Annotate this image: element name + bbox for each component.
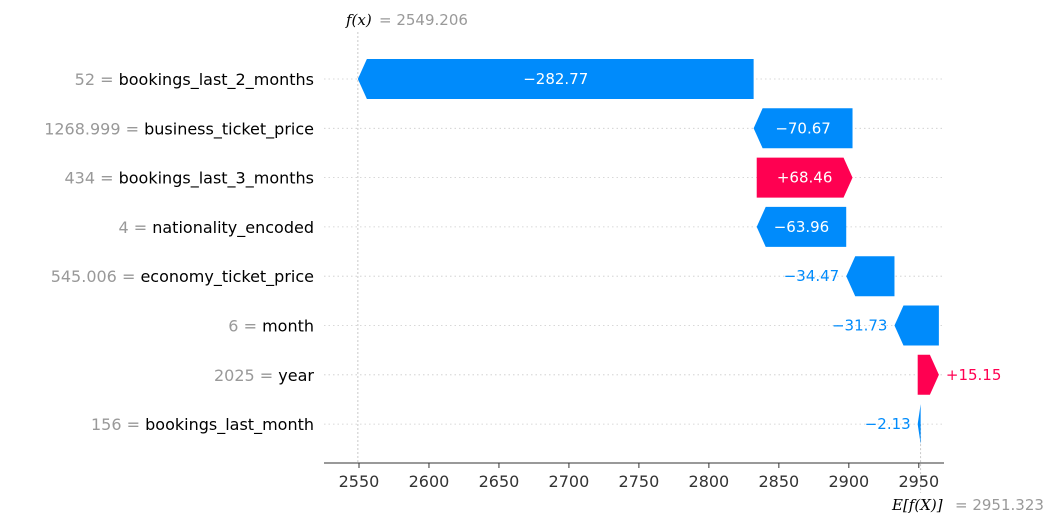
x-tick-label: 2650 <box>479 472 520 491</box>
shap-value-label: −31.73 <box>832 317 888 335</box>
feature-label: 545.006 = economy_ticket_price <box>51 267 314 287</box>
feature-labels: 52 = bookings_last_2_months 1268.999 = bu… <box>44 70 314 435</box>
x-tick-label: 2700 <box>549 472 590 491</box>
feature-label: 434 = bookings_last_3_months <box>64 169 314 189</box>
shap-value-label: −70.67 <box>775 119 831 137</box>
shap-bar <box>917 404 921 445</box>
x-tick-label: 2850 <box>758 472 799 491</box>
shap-bar <box>894 305 939 346</box>
fx-label: f(x) <box>345 11 372 29</box>
x-tick-label: 2900 <box>828 472 869 491</box>
expected-value-label: E[f(X)] <box>891 496 943 514</box>
x-tick-label: 2600 <box>409 472 450 491</box>
x-tick-label: 2800 <box>689 472 730 491</box>
x-tick-label: 2950 <box>898 472 939 491</box>
shap-bar <box>753 108 853 149</box>
shap-bar <box>357 59 754 99</box>
feature-label: 2025 = year <box>214 366 314 385</box>
reference-lines <box>357 32 922 493</box>
feature-label: 6 = month <box>228 317 314 336</box>
shap-value-label: +15.15 <box>946 366 1002 384</box>
bars: −282.77 −70.67 +68.46 −63.96 −34.47 −31.73 +15… <box>357 59 1002 445</box>
fx-value: = 2549.206 <box>379 11 468 29</box>
shap-bar <box>917 354 939 395</box>
x-axis: 2550 2600 2650 2700 2750 2800 2850 2900 2950 <box>324 462 944 491</box>
feature-label: 52 = bookings_last_2_months <box>75 70 314 90</box>
feature-label: 1268.999 = business_ticket_price <box>44 119 314 139</box>
shap-bar <box>756 206 847 247</box>
shap-bar <box>846 256 895 297</box>
shap-value-label: −63.96 <box>774 218 830 236</box>
x-tick-label: 2750 <box>619 472 660 491</box>
shap-value-label: −34.47 <box>784 267 840 285</box>
shap-value-label: −2.13 <box>865 415 911 433</box>
shap-value-label: +68.46 <box>777 169 833 187</box>
feature-label: 156 = bookings_last_month <box>91 415 314 435</box>
expected-value-value: = 2951.323 <box>955 496 1044 514</box>
shap-value-label: −282.77 <box>523 70 588 88</box>
x-tick-label: 2550 <box>339 472 380 491</box>
feature-label: 4 = nationality_encoded <box>118 218 314 238</box>
shap-bar <box>756 157 853 198</box>
